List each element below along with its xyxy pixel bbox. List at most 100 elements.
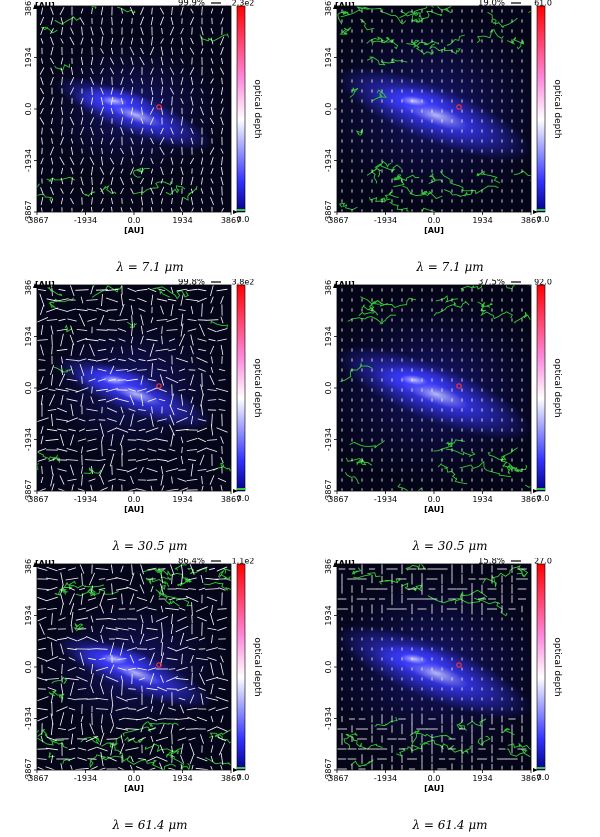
polarization-vector: [130, 305, 134, 315]
polarization-vector: [151, 7, 153, 15]
polarization-vector: [147, 358, 157, 362]
polarization-vector: [47, 687, 57, 691]
contour-line: [361, 303, 380, 312]
polarization-vector: [218, 398, 226, 402]
polarization-vector: [87, 358, 97, 362]
polarization-vector: [108, 478, 116, 482]
polarization-vector: [170, 157, 174, 165]
polarization-vector: [147, 398, 157, 402]
polarization-vector: [119, 177, 125, 185]
polarization-vector: [121, 682, 123, 696]
polarization-vector: [37, 567, 48, 571]
polarization-vector: [60, 763, 63, 770]
polarization-vector: [120, 565, 124, 573]
polarization-vector: [220, 207, 224, 212]
polarization-vector: [131, 87, 133, 95]
polarization-vector: [91, 86, 93, 96]
polarization-vector: [215, 706, 229, 712]
polarization-vector: [130, 336, 134, 344]
polarization-vector: [119, 303, 125, 317]
polarization-vector: [181, 37, 183, 45]
contour-line: [359, 18, 375, 31]
contour-line: [406, 39, 435, 56]
polarization-vector: [150, 585, 154, 593]
polarization-vector: [47, 409, 57, 411]
polarization-vector: [41, 7, 43, 15]
polarization-vector: [221, 57, 223, 65]
contour-line: [349, 87, 359, 98]
polarization-vector: [201, 148, 203, 154]
polarization-vector: [121, 8, 123, 14]
polarization-vector: [180, 564, 184, 575]
contour-line: [507, 36, 525, 50]
polarization-vector: [69, 587, 75, 591]
polarization-vector: [47, 608, 57, 610]
contour-line: [145, 576, 170, 587]
polarization-vector: [107, 597, 117, 601]
polarization-vector: [80, 97, 84, 105]
polarization-vector: [51, 138, 53, 144]
polarization-vector: [66, 417, 78, 423]
polarization-vector: [100, 106, 104, 116]
panel-plot: 3867 1934 0.0 -1934 -3867 [AU] -3867 -1934 0.0 19…: [324, 558, 562, 793]
polarization-vector: [128, 688, 136, 690]
polarization-vector: [71, 625, 73, 633]
polarization-vector: [116, 696, 128, 702]
polarization-vector: [129, 572, 135, 586]
polarization-vector: [161, 326, 163, 334]
y-tick-label: -1934: [24, 149, 33, 172]
polarization-vector: [210, 78, 214, 84]
polarization-vector: [100, 197, 104, 205]
polarization-vector: [210, 8, 214, 14]
y-tick-label: 1934: [24, 326, 33, 346]
polarization-vector: [90, 615, 94, 623]
polarization-vector: [209, 345, 215, 355]
polarization-vector: [81, 446, 83, 454]
polarization-percent: 99.8%: [178, 279, 205, 288]
polarization-vector: [159, 762, 163, 770]
polarization-vector: [58, 617, 66, 621]
y-axis-arrow: [333, 562, 337, 567]
polarization-vector: [201, 475, 203, 485]
polarization-vector: [81, 26, 83, 36]
polarization-vector: [98, 459, 106, 461]
polarization-vector: [130, 755, 134, 763]
polarization-vector: [159, 137, 165, 145]
polarization-vector: [220, 436, 224, 444]
polarization-vector: [160, 675, 164, 683]
polarization-vector: [131, 564, 133, 575]
polarization-vector: [139, 448, 145, 452]
polarization-vector: [216, 328, 228, 332]
polarization-vector: [46, 577, 58, 581]
polarization-vector: [198, 587, 206, 591]
polarization-vector: [71, 66, 73, 76]
polarization-vector: [188, 687, 196, 691]
polarization-vector: [86, 448, 98, 452]
polarization-vector: [178, 469, 186, 471]
polarization-vector: [130, 128, 134, 134]
x-tick-label: 3867: [221, 774, 241, 783]
star-marker: [156, 662, 162, 668]
polarization-vector: [71, 16, 73, 26]
polarization-vector: [150, 294, 154, 306]
panel-plot: 3867 1934 0.0 -1934 -3867 [AU] -3867 -1934 0.0 19…: [24, 0, 262, 235]
panel-6: 3867 1934 0.0 -1934 -3867 [AU] -3867 -1934 0.0 19…: [300, 558, 600, 837]
polarization-vector: [106, 329, 118, 331]
polarization-vector: [191, 118, 193, 124]
polarization-vector: [150, 137, 154, 145]
polarization-vector: [149, 116, 155, 126]
polarization-vector: [139, 56, 145, 66]
x-axis-arrow: [533, 768, 538, 772]
polarization-vector: [58, 728, 66, 730]
polarization-vector: [37, 616, 47, 622]
polarization-vector: [166, 329, 178, 331]
polarization-vector: [185, 595, 199, 603]
polarization-vector: [99, 314, 105, 326]
contour-line: [37, 183, 53, 203]
polarization-vector: [220, 316, 224, 324]
polarization-vector: [197, 418, 207, 422]
panel-plot: 3867 1934 0.0 -1934 -3867 [AU] -3867 -1934 0.0 19…: [324, 279, 562, 514]
polarization-vector: [169, 414, 175, 426]
polarization-vector: [221, 77, 223, 85]
polarization-vector: [215, 696, 229, 702]
